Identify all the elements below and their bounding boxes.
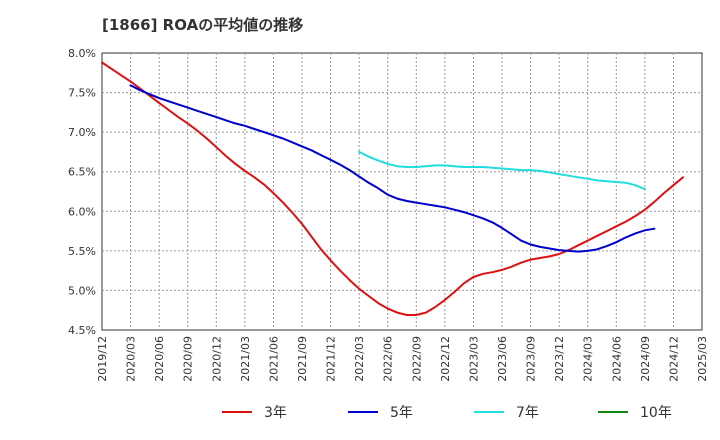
x-tick-label: 2021/09 xyxy=(296,336,309,382)
x-tick-label: 2022/12 xyxy=(439,336,452,382)
y-tick-label: 5.0% xyxy=(68,284,96,297)
x-tick-label: 2024/03 xyxy=(582,336,595,382)
y-tick-label: 6.5% xyxy=(68,166,96,179)
x-tick-label: 2023/03 xyxy=(467,336,480,382)
chart-title: [1866] ROAの平均値の推移 xyxy=(102,16,304,34)
x-tick-label: 2023/09 xyxy=(525,336,538,382)
x-tick-label: 2025/03 xyxy=(696,336,709,382)
x-tick-label: 2020/03 xyxy=(125,336,138,382)
y-tick-label: 4.5% xyxy=(68,324,96,337)
x-tick-label: 2020/06 xyxy=(153,336,166,382)
x-tick-label: 2022/06 xyxy=(382,336,395,382)
x-tick-label: 2022/09 xyxy=(410,336,423,382)
y-tick-label: 7.5% xyxy=(68,87,96,100)
x-tick-label: 2021/12 xyxy=(325,336,338,382)
x-tick-label: 2023/12 xyxy=(553,336,566,382)
legend-label-2: 7年 xyxy=(516,405,539,421)
legend-label-3: 10年 xyxy=(640,405,672,421)
y-tick-label: 8.0% xyxy=(68,47,96,60)
plot-area xyxy=(101,52,703,331)
series-line-0 xyxy=(101,61,684,316)
series-line-1 xyxy=(129,84,656,253)
x-tick-label: 2022/03 xyxy=(353,336,366,382)
x-tick-label: 2023/06 xyxy=(496,336,509,382)
legend-label-1: 5年 xyxy=(390,405,413,421)
x-tick-label: 2021/03 xyxy=(239,336,252,382)
x-tick-label: 2021/06 xyxy=(267,336,280,382)
x-tick-label: 2024/06 xyxy=(610,336,623,382)
series-line-2 xyxy=(358,150,646,191)
y-tick-label: 7.0% xyxy=(68,126,96,139)
x-tick-label: 2024/12 xyxy=(667,336,680,382)
x-tick-label: 2020/12 xyxy=(210,336,223,382)
y-tick-label: 5.5% xyxy=(68,245,96,258)
x-tick-label: 2024/09 xyxy=(639,336,652,382)
x-tick-label: 2019/12 xyxy=(96,336,109,382)
legend-label-0: 3年 xyxy=(264,405,287,421)
x-tick-label: 2020/09 xyxy=(182,336,195,382)
y-tick-label: 6.0% xyxy=(68,205,96,218)
